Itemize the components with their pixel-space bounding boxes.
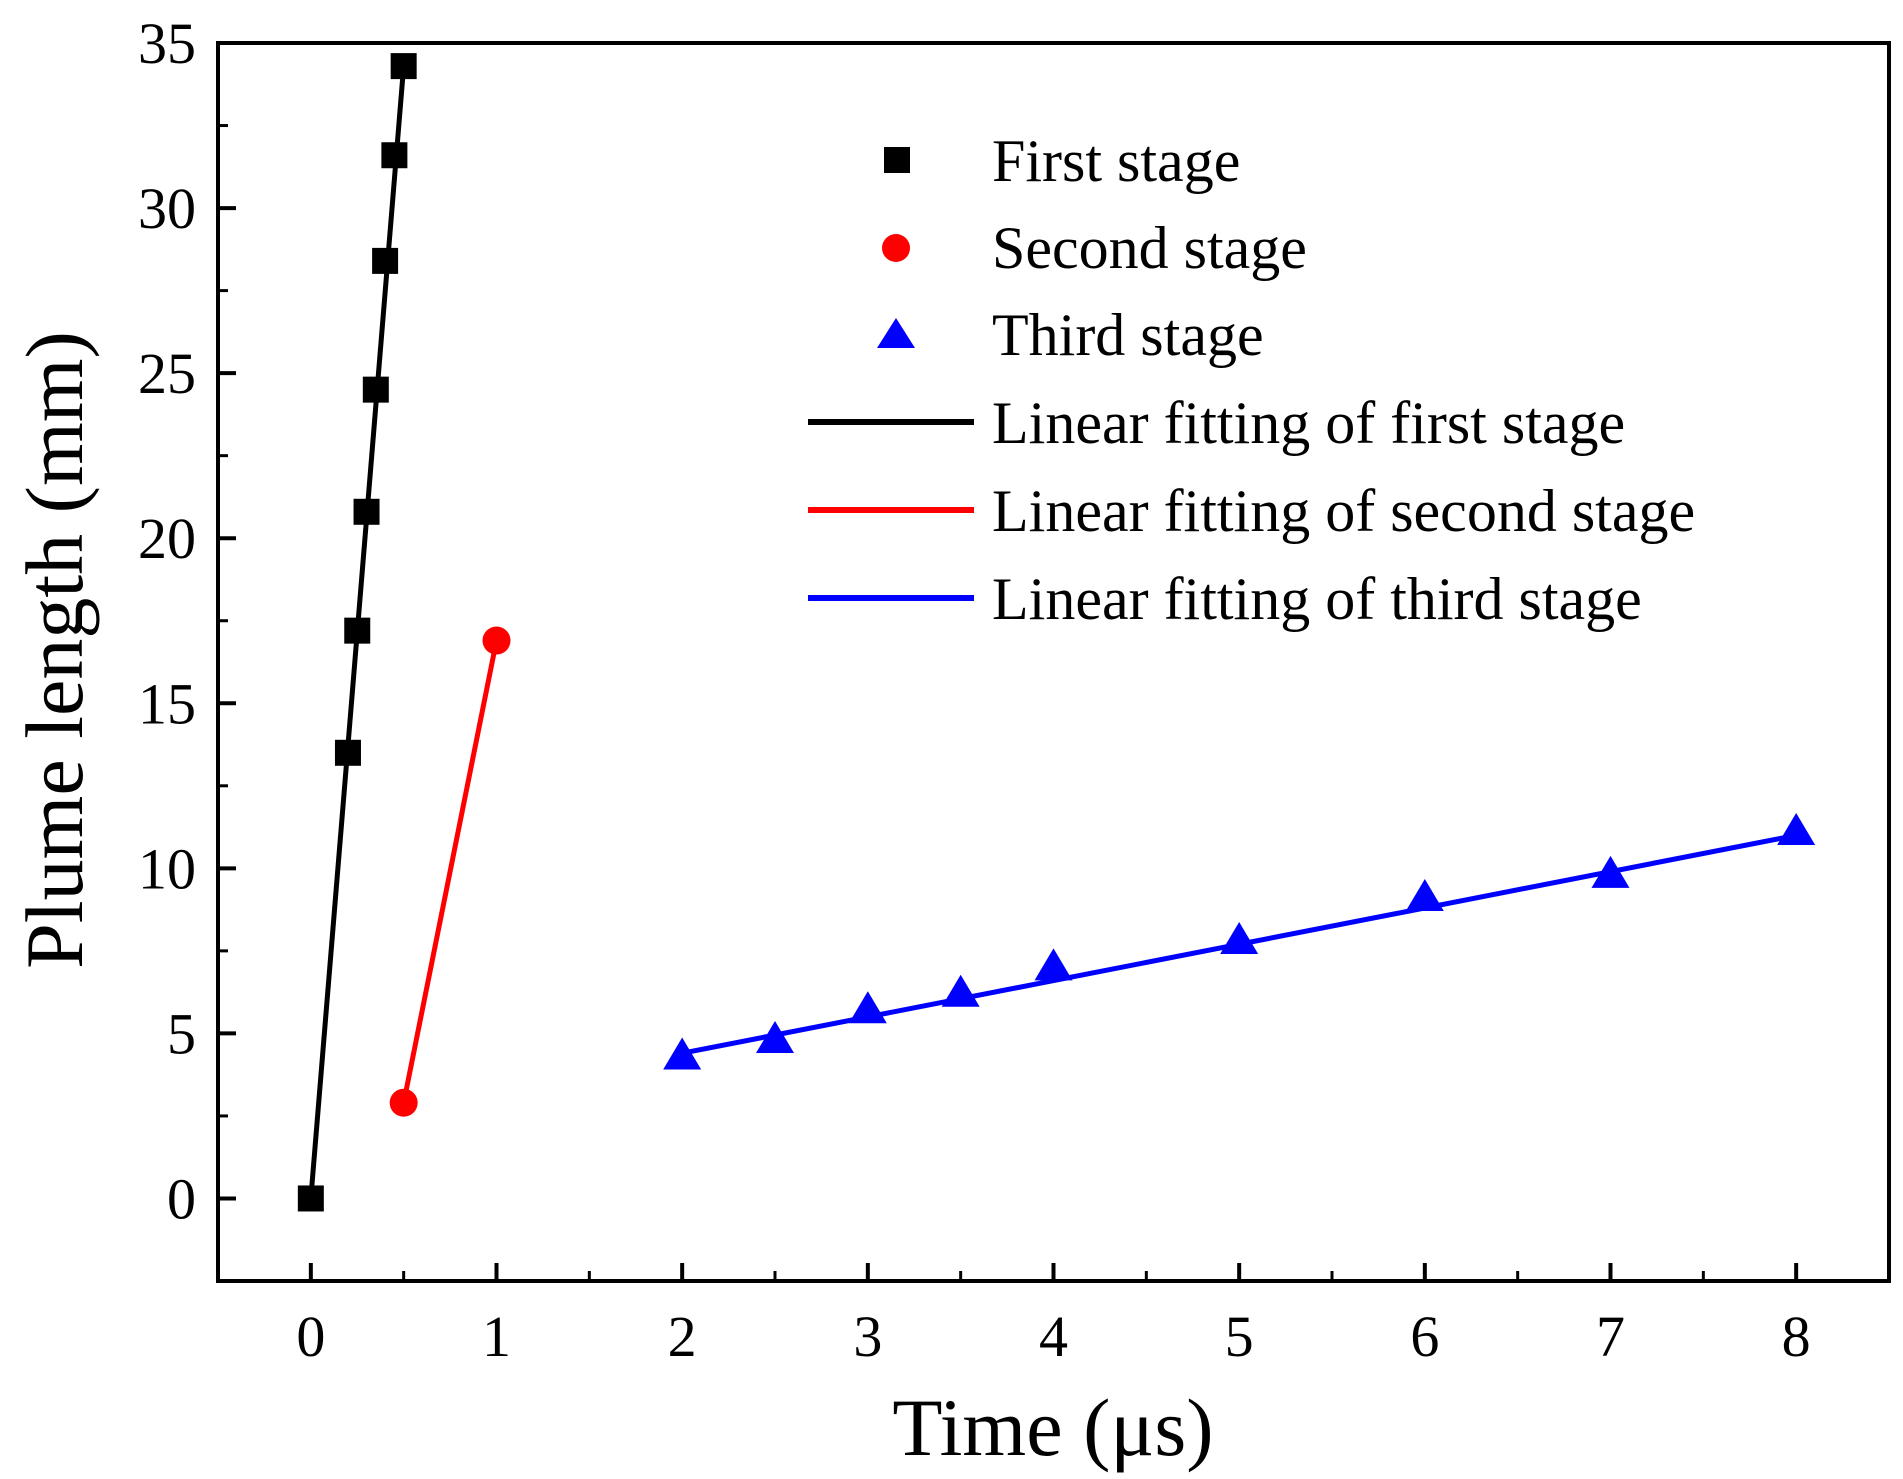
y-tick-label: 0 <box>167 1166 196 1231</box>
third-stage-point <box>1591 855 1630 888</box>
third-stage-point <box>1220 921 1259 954</box>
legend-marker-second-stage <box>882 234 910 262</box>
x-tick-label: 0 <box>296 1304 325 1369</box>
third-stage-point <box>1777 813 1816 846</box>
third-stage-point <box>756 1021 794 1054</box>
x-axis-title: Time (μs) <box>892 1382 1213 1473</box>
third-stage-point <box>663 1037 702 1070</box>
first-stage-point <box>297 1185 324 1212</box>
legend-label-second-stage: Second stage <box>992 215 1307 281</box>
second-stage-point <box>482 626 511 655</box>
y-tick-label: 35 <box>138 11 196 76</box>
third-stage-point <box>848 991 887 1024</box>
first-stage-point <box>344 617 371 644</box>
y-axis-title: Plume length (mm) <box>9 331 100 969</box>
third-stage-point <box>941 974 980 1007</box>
x-tick-label: 4 <box>1039 1304 1068 1369</box>
third-stage-point <box>1034 948 1073 981</box>
y-tick-label: 25 <box>138 341 196 406</box>
x-tick-label: 2 <box>668 1304 697 1369</box>
x-tick-label: 6 <box>1410 1304 1439 1369</box>
y-tick-label: 20 <box>138 506 196 571</box>
x-tick-label: 7 <box>1596 1304 1625 1369</box>
y-tick-label: 15 <box>138 671 196 736</box>
x-axis-ticks: 0 1 2 3 4 5 6 7 8 <box>296 1263 1811 1369</box>
first-stage-point <box>372 247 399 274</box>
legend: First stage Second stage Third stage Lin… <box>808 128 1695 632</box>
y-tick-label: 30 <box>138 176 196 241</box>
first-stage-point <box>390 53 417 80</box>
legend-label-third-stage: Third stage <box>992 302 1264 368</box>
legend-marker-third-stage <box>877 318 915 348</box>
y-tick-label: 10 <box>138 836 196 901</box>
data-markers <box>297 53 1816 1212</box>
x-tick-label: 8 <box>1782 1304 1811 1369</box>
legend-label-first-fit: Linear fitting of first stage <box>992 390 1625 456</box>
first-stage-point <box>362 376 389 403</box>
legend-label-first-stage: First stage <box>992 128 1240 194</box>
x-tick-label: 1 <box>482 1304 511 1369</box>
legend-marker-first-stage <box>884 147 910 173</box>
first-stage-point <box>353 498 380 525</box>
third-stage-point <box>1405 879 1444 912</box>
x-tick-label: 3 <box>853 1304 882 1369</box>
legend-label-second-fit: Linear fitting of second stage <box>992 478 1695 544</box>
legend-label-third-fit: Linear fitting of third stage <box>992 566 1642 632</box>
first-stage-point <box>334 739 361 766</box>
second-stage-point <box>389 1088 418 1117</box>
first-stage-point <box>381 142 408 169</box>
fit-line-2 <box>401 640 499 1104</box>
y-tick-label: 5 <box>167 1001 196 1066</box>
y-axis-ticks: 0 5 10 15 20 25 30 35 <box>138 11 236 1283</box>
x-tick-label: 5 <box>1225 1304 1254 1369</box>
